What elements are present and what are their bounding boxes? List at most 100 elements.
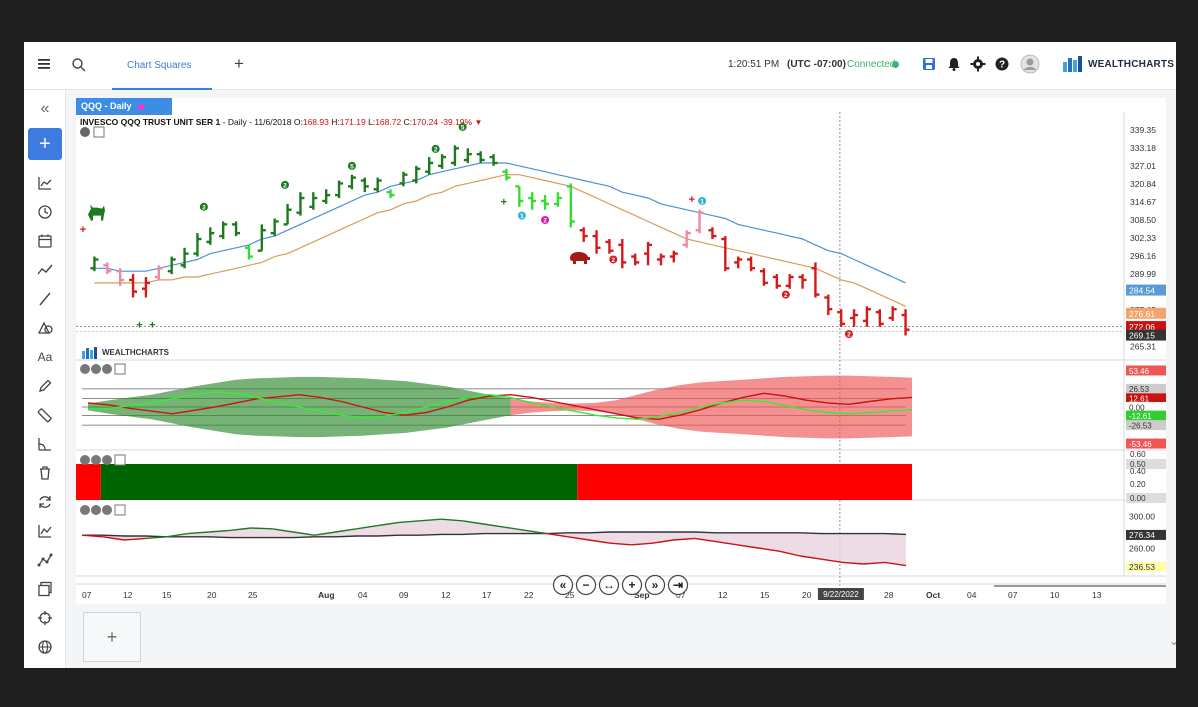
price-bar bbox=[270, 218, 279, 237]
signal-marker bbox=[431, 144, 440, 153]
trash-icon[interactable] bbox=[32, 462, 58, 484]
rs-main-segment bbox=[842, 561, 864, 565]
svg-text:?: ? bbox=[999, 60, 1005, 71]
price-bar bbox=[257, 224, 266, 252]
chart-canvas[interactable]: 339.35 333.18 327.01 320.84 314.67 308.50 302.… bbox=[76, 98, 1166, 604]
price-bar bbox=[206, 227, 215, 245]
watermark-bar bbox=[86, 348, 89, 359]
state-tick-label: 0.40 bbox=[1130, 467, 1146, 476]
signal-marker-label: 2 bbox=[434, 147, 438, 154]
layers-icon[interactable] bbox=[32, 578, 58, 600]
panel-control-icon bbox=[80, 505, 90, 515]
price-badge-label: 269.15 bbox=[1129, 331, 1155, 341]
search-icon[interactable] bbox=[71, 57, 87, 73]
price-bar bbox=[721, 236, 730, 272]
globe-icon[interactable] bbox=[32, 636, 58, 658]
trend-icon[interactable] bbox=[32, 259, 58, 281]
price-bar bbox=[837, 309, 846, 327]
add-tab-button[interactable]: + bbox=[234, 54, 244, 73]
rs-main-segment bbox=[335, 528, 357, 533]
rs-main-segment bbox=[863, 561, 885, 565]
x-axis-label: 07 bbox=[82, 590, 92, 600]
rs-main-segment bbox=[166, 532, 188, 538]
shapes-icon[interactable] bbox=[32, 317, 58, 339]
x-axis-label: 12 bbox=[718, 590, 728, 600]
rs-main-segment bbox=[187, 531, 209, 535]
ohlc-l: 168.72 bbox=[375, 117, 402, 127]
price-bar bbox=[901, 309, 910, 336]
angle-icon[interactable] bbox=[32, 433, 58, 455]
price-bar bbox=[360, 177, 369, 193]
price-bar bbox=[154, 265, 163, 280]
rs-main-segment bbox=[314, 531, 336, 536]
oscillator-badge bbox=[1126, 438, 1166, 449]
nodes-icon[interactable] bbox=[32, 549, 58, 571]
gear-icon[interactable] bbox=[970, 56, 986, 72]
rs-tick-label: 260.00 bbox=[1129, 543, 1155, 553]
chart-area[interactable]: QQQ - Daily INVESCO QQQ TRUST UNIT SER 1… bbox=[76, 98, 1166, 604]
price-bar bbox=[476, 151, 485, 163]
x-axis-label: 04 bbox=[967, 590, 977, 600]
ruler-icon[interactable] bbox=[32, 404, 58, 426]
clock-time: 1:20:51 PM bbox=[728, 59, 780, 70]
price-badge bbox=[1126, 321, 1166, 333]
avatar[interactable] bbox=[1020, 54, 1040, 74]
ohlc-c-label: C: bbox=[403, 117, 413, 127]
chart-nav-glyph: ⇥ bbox=[673, 578, 683, 592]
x-axis-label: 12 bbox=[441, 590, 451, 600]
app-window: Chart Squares + 1:20:51 PM (UTC -07:00) … bbox=[24, 42, 1176, 668]
price-tick-label: 289.99 bbox=[1130, 269, 1156, 279]
rs-main-segment bbox=[250, 527, 273, 530]
symbol-info-line: INVESCO QQQ TRUST UNIT SER 1 - Daily - 1… bbox=[80, 117, 482, 127]
chart-nav-button bbox=[621, 574, 643, 596]
x-axis-label: 17 bbox=[482, 590, 492, 600]
signal-marker bbox=[347, 161, 356, 170]
price-bar bbox=[734, 256, 743, 269]
rs-main-segment bbox=[673, 537, 695, 541]
chart-tab[interactable]: QQQ - Daily bbox=[76, 98, 172, 115]
line-tool-icon[interactable] bbox=[32, 288, 58, 310]
chart-icon[interactable] bbox=[32, 520, 58, 542]
menu-icon[interactable] bbox=[36, 56, 52, 72]
x-axis-label: Sep bbox=[634, 590, 650, 600]
help-icon[interactable]: ? bbox=[994, 56, 1010, 72]
chart-nav-button bbox=[644, 574, 666, 596]
add-panel-button[interactable]: + bbox=[83, 612, 141, 662]
price-bar bbox=[412, 165, 421, 184]
rs-main-segment bbox=[483, 523, 505, 528]
tab-chart-squares[interactable]: Chart Squares bbox=[112, 42, 212, 90]
rs-main-segment bbox=[356, 524, 378, 530]
clock-icon[interactable] bbox=[32, 201, 58, 223]
rs-main-segment bbox=[715, 540, 738, 546]
bull-icon bbox=[88, 204, 105, 221]
watermark-text: WEALTHCHARTS bbox=[102, 348, 170, 357]
rs-main-segment bbox=[631, 542, 653, 546]
alerts-icon[interactable] bbox=[946, 56, 962, 72]
oscillator-tick-label: 53.46 bbox=[1129, 367, 1150, 376]
collapse-icon[interactable]: « bbox=[40, 100, 50, 117]
save-icon[interactable] bbox=[922, 57, 936, 71]
rs-main-segment bbox=[800, 555, 822, 560]
rs-main-segment bbox=[567, 536, 590, 541]
crosshair-icon[interactable] bbox=[32, 607, 58, 629]
expand-down-icon[interactable]: ⌄ bbox=[1169, 634, 1176, 648]
brand-name: WEALTHCHARTS bbox=[1088, 59, 1175, 70]
price-tick-label: 296.16 bbox=[1130, 251, 1156, 261]
text-tool-icon[interactable]: Aa bbox=[37, 350, 53, 364]
indicator-icon[interactable] bbox=[32, 172, 58, 194]
top-bar: Chart Squares + 1:20:51 PM (UTC -07:00) … bbox=[24, 42, 1176, 90]
plus-signal-marker: + bbox=[689, 194, 695, 206]
pencil-icon[interactable] bbox=[32, 375, 58, 397]
chart-nav-button bbox=[598, 574, 620, 596]
tab-label: Chart Squares bbox=[127, 60, 192, 71]
add-button[interactable]: + bbox=[28, 128, 62, 160]
signal-marker bbox=[280, 180, 289, 189]
plus-signal-marker: + bbox=[501, 196, 507, 208]
x-axis-label: 15 bbox=[162, 590, 172, 600]
refresh-icon[interactable] bbox=[32, 491, 58, 513]
price-bar bbox=[644, 241, 653, 266]
signal-marker bbox=[517, 211, 526, 220]
calendar-icon[interactable] bbox=[32, 230, 58, 252]
price-bar bbox=[888, 306, 897, 321]
chart-nav-button bbox=[552, 574, 574, 596]
